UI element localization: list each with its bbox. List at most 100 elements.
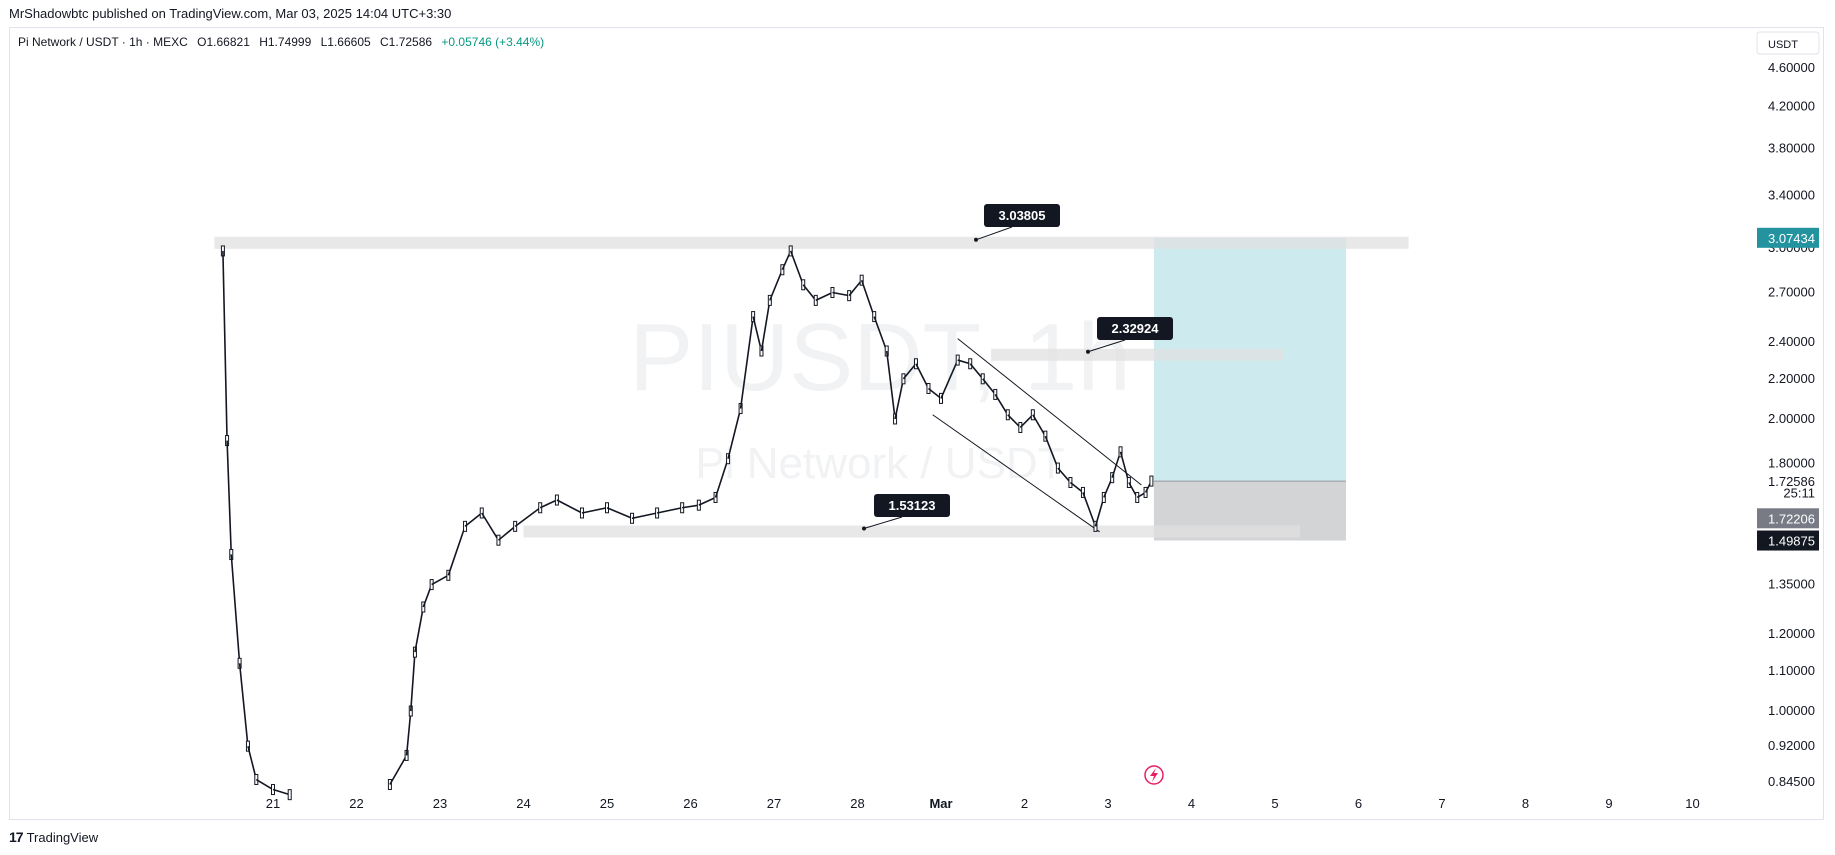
level-label-box[interactable] (1097, 317, 1173, 340)
price-tick-label: 4.20000 (1768, 98, 1815, 113)
price-tick-label: 2.70000 (1768, 285, 1815, 300)
level-label-box[interactable] (874, 494, 950, 517)
series-segment (631, 512, 658, 520)
channel-lower-line[interactable] (932, 414, 1100, 533)
time-tick-label: 9 (1605, 796, 1612, 811)
series-segment (431, 574, 449, 586)
position-tool[interactable] (1153, 237, 1346, 541)
legend-open: O1.66821 (197, 35, 250, 49)
lightning-icon[interactable] (1144, 765, 1164, 785)
tradingview-logo[interactable]: 17 TradingView (9, 829, 98, 845)
level-label: 1.53123 (889, 498, 936, 513)
series-segment (230, 554, 241, 664)
watermark-name: Pi Network / USDT (695, 439, 1064, 488)
series-segment (727, 408, 742, 459)
level-pointer (1087, 339, 1126, 353)
level-label: 2.32924 (1112, 321, 1160, 336)
series-segment (447, 526, 466, 576)
level-band[interactable] (991, 348, 1284, 361)
series-segment (769, 269, 784, 301)
level-labels[interactable]: 3.03805 2.32924 1.53123 (862, 204, 1173, 531)
series-segment (940, 359, 959, 399)
price-tick-label: 1.10000 (1768, 663, 1815, 678)
price-tick-label: 0.92000 (1768, 738, 1815, 753)
channel-upper-line[interactable] (957, 338, 1142, 486)
price-tick-label: 2.00000 (1768, 411, 1815, 426)
channel-lines[interactable] (932, 338, 1142, 533)
series-segment (1019, 414, 1034, 429)
series-segment (497, 525, 516, 541)
series-segment (739, 316, 754, 409)
price-badge-label: 3.07434 (1768, 231, 1815, 246)
level-label: 3.03805 (999, 208, 1046, 223)
candle (1149, 475, 1154, 487)
price-axis[interactable]: USDT 4.600004.200003.800003.400003.00000… (1756, 31, 1820, 789)
time-tick-label: 7 (1438, 796, 1445, 811)
time-tick-label: 6 (1355, 796, 1362, 811)
series-segment (405, 710, 412, 756)
currency-badge[interactable] (1756, 31, 1820, 55)
legend-symbol[interactable]: Pi Network / USDT · 1h · MEXC (18, 35, 188, 49)
level-anchor (862, 526, 866, 531)
series-segment (581, 506, 608, 514)
time-tick-label: 26 (683, 796, 697, 811)
price-tick-label: 0.84500 (1768, 774, 1815, 789)
series-segment (1044, 435, 1059, 469)
level-band[interactable] (214, 236, 1409, 249)
price-badge-label: 1.72586 (1768, 474, 1815, 489)
level-pointer (975, 226, 1013, 241)
series-segment (873, 316, 888, 352)
horizontal-levels[interactable] (214, 236, 1409, 538)
price-tick-label: 2.40000 (1768, 334, 1815, 349)
series-segment (915, 363, 930, 389)
time-tick-label: Mar (929, 796, 952, 811)
time-tick-label: 4 (1188, 796, 1195, 811)
series-segment (1057, 467, 1072, 484)
series-segment (255, 778, 274, 791)
series-segment (1007, 414, 1021, 429)
legend-close: C1.72586 (380, 35, 433, 49)
series-segment (894, 378, 905, 420)
time-tick-label: 28 (850, 796, 864, 811)
price-badge-box (1757, 508, 1819, 529)
price-badge-box (1757, 227, 1819, 248)
price-tick-label: 1.20000 (1768, 626, 1815, 641)
price-badge-box (1757, 530, 1819, 551)
time-tick-label: 2 (1021, 796, 1028, 811)
price-tick-label: 1.35000 (1768, 577, 1815, 592)
price-tick-label: 1.80000 (1768, 455, 1815, 470)
series-segment (885, 350, 896, 420)
level-pointer (863, 516, 903, 529)
series-segment (982, 378, 996, 395)
time-axis[interactable]: 21 22 23 24 25 26 27 28 Mar 2 3 4 5 6 7 8 9 10 (266, 796, 1700, 811)
chart-frame (9, 27, 1824, 820)
series-segment (957, 359, 971, 365)
series-segment (464, 512, 483, 527)
series-segment (226, 440, 233, 555)
series-segment (222, 250, 228, 441)
series-segment (272, 788, 290, 796)
time-tick-label: 3 (1104, 796, 1111, 811)
time-tick-label: 21 (266, 796, 280, 811)
series-segment (247, 745, 258, 780)
series-segment (481, 512, 500, 541)
series-segment (994, 393, 1009, 416)
level-band[interactable] (523, 525, 1301, 538)
series-segment (606, 507, 633, 520)
series-segment (860, 279, 875, 317)
series-segment (414, 606, 425, 653)
series-segment (714, 458, 729, 498)
price-tick-label: 3.80000 (1768, 141, 1815, 156)
currency-label: USDT (1768, 39, 1798, 51)
level-label-box[interactable] (984, 204, 1060, 227)
series-segment (789, 250, 804, 286)
series-segment (389, 755, 408, 785)
series-segment (656, 506, 683, 514)
level-anchor (1086, 349, 1090, 354)
tradingview-logo-text: TradingView (26, 829, 99, 845)
series-segment (832, 291, 850, 297)
legend-low: L1.66605 (320, 35, 371, 49)
time-tick-label: 23 (433, 796, 447, 811)
